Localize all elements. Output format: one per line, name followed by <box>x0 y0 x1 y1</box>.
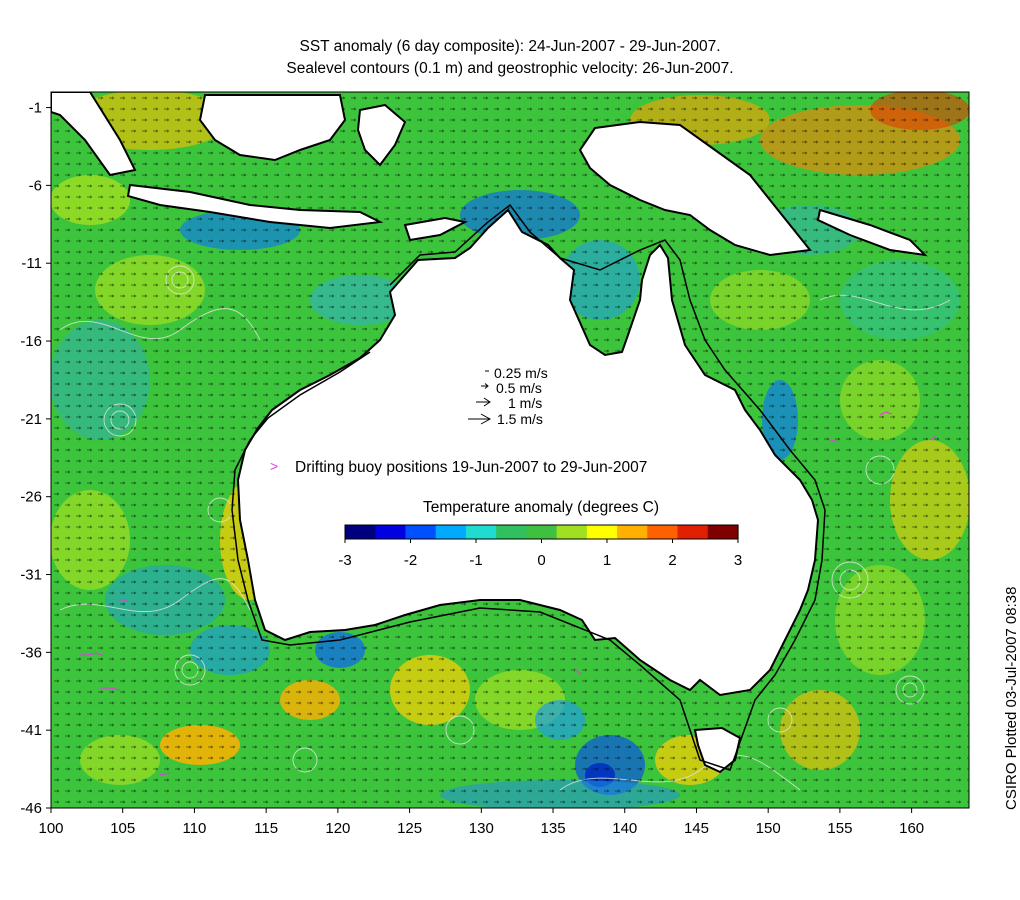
y-axis-tick-label: -46 <box>20 800 42 817</box>
new-guinea <box>578 120 812 257</box>
x-axis-tick-label: 105 <box>110 820 135 837</box>
buoy-symbol: > <box>270 458 278 474</box>
colorbar-segment <box>707 525 739 539</box>
velocity-legend-item: 0.25 m/s <box>485 365 548 381</box>
continental-shelf-contour <box>231 203 826 771</box>
colorbar-tick-label: 0 <box>537 552 545 569</box>
velocity-legend-item: 0.5 m/s <box>481 380 542 396</box>
x-axis-tick-label: 135 <box>541 820 566 837</box>
y-axis-tick-label: -36 <box>20 644 42 661</box>
sulawesi <box>356 103 407 167</box>
colorbar-segment <box>345 525 376 539</box>
x-axis-tick-label: 125 <box>397 820 422 837</box>
colorbar-tick-label: -1 <box>469 552 482 569</box>
x-axis-tick-label: 100 <box>38 820 63 837</box>
colorbar-tick-label: 2 <box>668 552 676 569</box>
timor <box>403 216 468 242</box>
colorbar-segment <box>617 525 648 539</box>
velocity-legend-item: 1.5 m/s <box>468 411 543 427</box>
drifting-buoy-tracks <box>80 411 937 776</box>
map-plot-area <box>51 92 969 808</box>
velocity-legend: 0.25 m/s 0.5 m/s 1 m/s 1.5 m/s <box>468 365 548 427</box>
y-axis-tick-label: -41 <box>20 722 42 739</box>
colorbar-segment <box>586 525 618 539</box>
colorbar-segment <box>405 525 437 539</box>
map-axes: 100 105 110 115 120 125 130 135 140 145 150 155 160-… <box>20 100 924 837</box>
x-axis-tick-label: 115 <box>254 820 278 837</box>
east-islands <box>816 208 928 257</box>
y-axis-tick-label: -11 <box>21 255 42 272</box>
map-title-line-1: SST anomaly (6 day composite): 24-Jun-20… <box>299 38 721 55</box>
colorbar-segment <box>526 525 558 539</box>
colorbar-tick-label: -3 <box>338 552 351 569</box>
x-axis-tick-label: 155 <box>827 820 852 837</box>
map-frame <box>50 91 970 809</box>
x-axis-tick-label: 110 <box>182 820 206 837</box>
colorbar-segment <box>647 525 679 539</box>
java <box>126 183 384 230</box>
y-axis-tick-label: -6 <box>29 177 42 194</box>
colorbar-tick-label: 1 <box>603 552 611 569</box>
tasmania <box>693 726 742 774</box>
buoy-legend: > Drifting buoy positions 19-Jun-2007 to… <box>270 458 647 476</box>
colorbar-segment <box>465 525 497 539</box>
y-axis-tick-label: -16 <box>20 333 42 350</box>
velocity-legend-label: 0.5 m/s <box>496 380 542 396</box>
colorbar-ticks: -3 -2 -1 0 1 2 3 <box>338 539 742 569</box>
y-axis-tick-label: -1 <box>29 100 42 117</box>
colorbar-gradient <box>345 525 739 539</box>
australia-mainland <box>236 208 820 697</box>
velocity-legend-label: 1.5 m/s <box>497 411 543 427</box>
x-axis-tick-label: 150 <box>756 820 781 837</box>
colorbar-segment <box>375 525 407 539</box>
x-axis-tick-label: 130 <box>469 820 494 837</box>
y-axis-tick-label: -21 <box>20 411 42 428</box>
landmasses <box>51 92 928 774</box>
buoy-legend-label: Drifting buoy positions 19-Jun-2007 to 2… <box>295 459 647 476</box>
velocity-legend-label: 0.25 m/s <box>494 365 548 381</box>
velocity-legend-item: 1 m/s <box>476 395 542 411</box>
y-axis-tick-label: -31 <box>20 567 42 584</box>
x-axis-tick-label: 120 <box>325 820 350 837</box>
colorbar-segment <box>556 525 588 539</box>
colorbar-tick-label: 3 <box>734 552 742 569</box>
y-axis-tick-label: -26 <box>20 489 42 506</box>
colorbar-segment <box>496 525 527 539</box>
colorbar-segment <box>677 525 709 539</box>
sumatra <box>51 92 137 177</box>
colorbar-segment <box>435 525 467 539</box>
x-axis-tick-label: 160 <box>899 820 924 837</box>
temperature-colorbar: Temperature anomaly (degrees C) -3 -2 -1 0 1… <box>338 499 742 569</box>
velocity-legend-label: 1 m/s <box>508 395 542 411</box>
map-title-line-2: Sealevel contours (0.1 m) and geostrophi… <box>286 60 734 77</box>
colorbar-tick-label: -2 <box>404 552 417 569</box>
colorbar-title: Temperature anomaly (degrees C) <box>423 499 659 516</box>
x-axis-tick-label: 145 <box>684 820 709 837</box>
borneo <box>198 94 347 162</box>
x-axis-tick-label: 140 <box>612 820 637 837</box>
